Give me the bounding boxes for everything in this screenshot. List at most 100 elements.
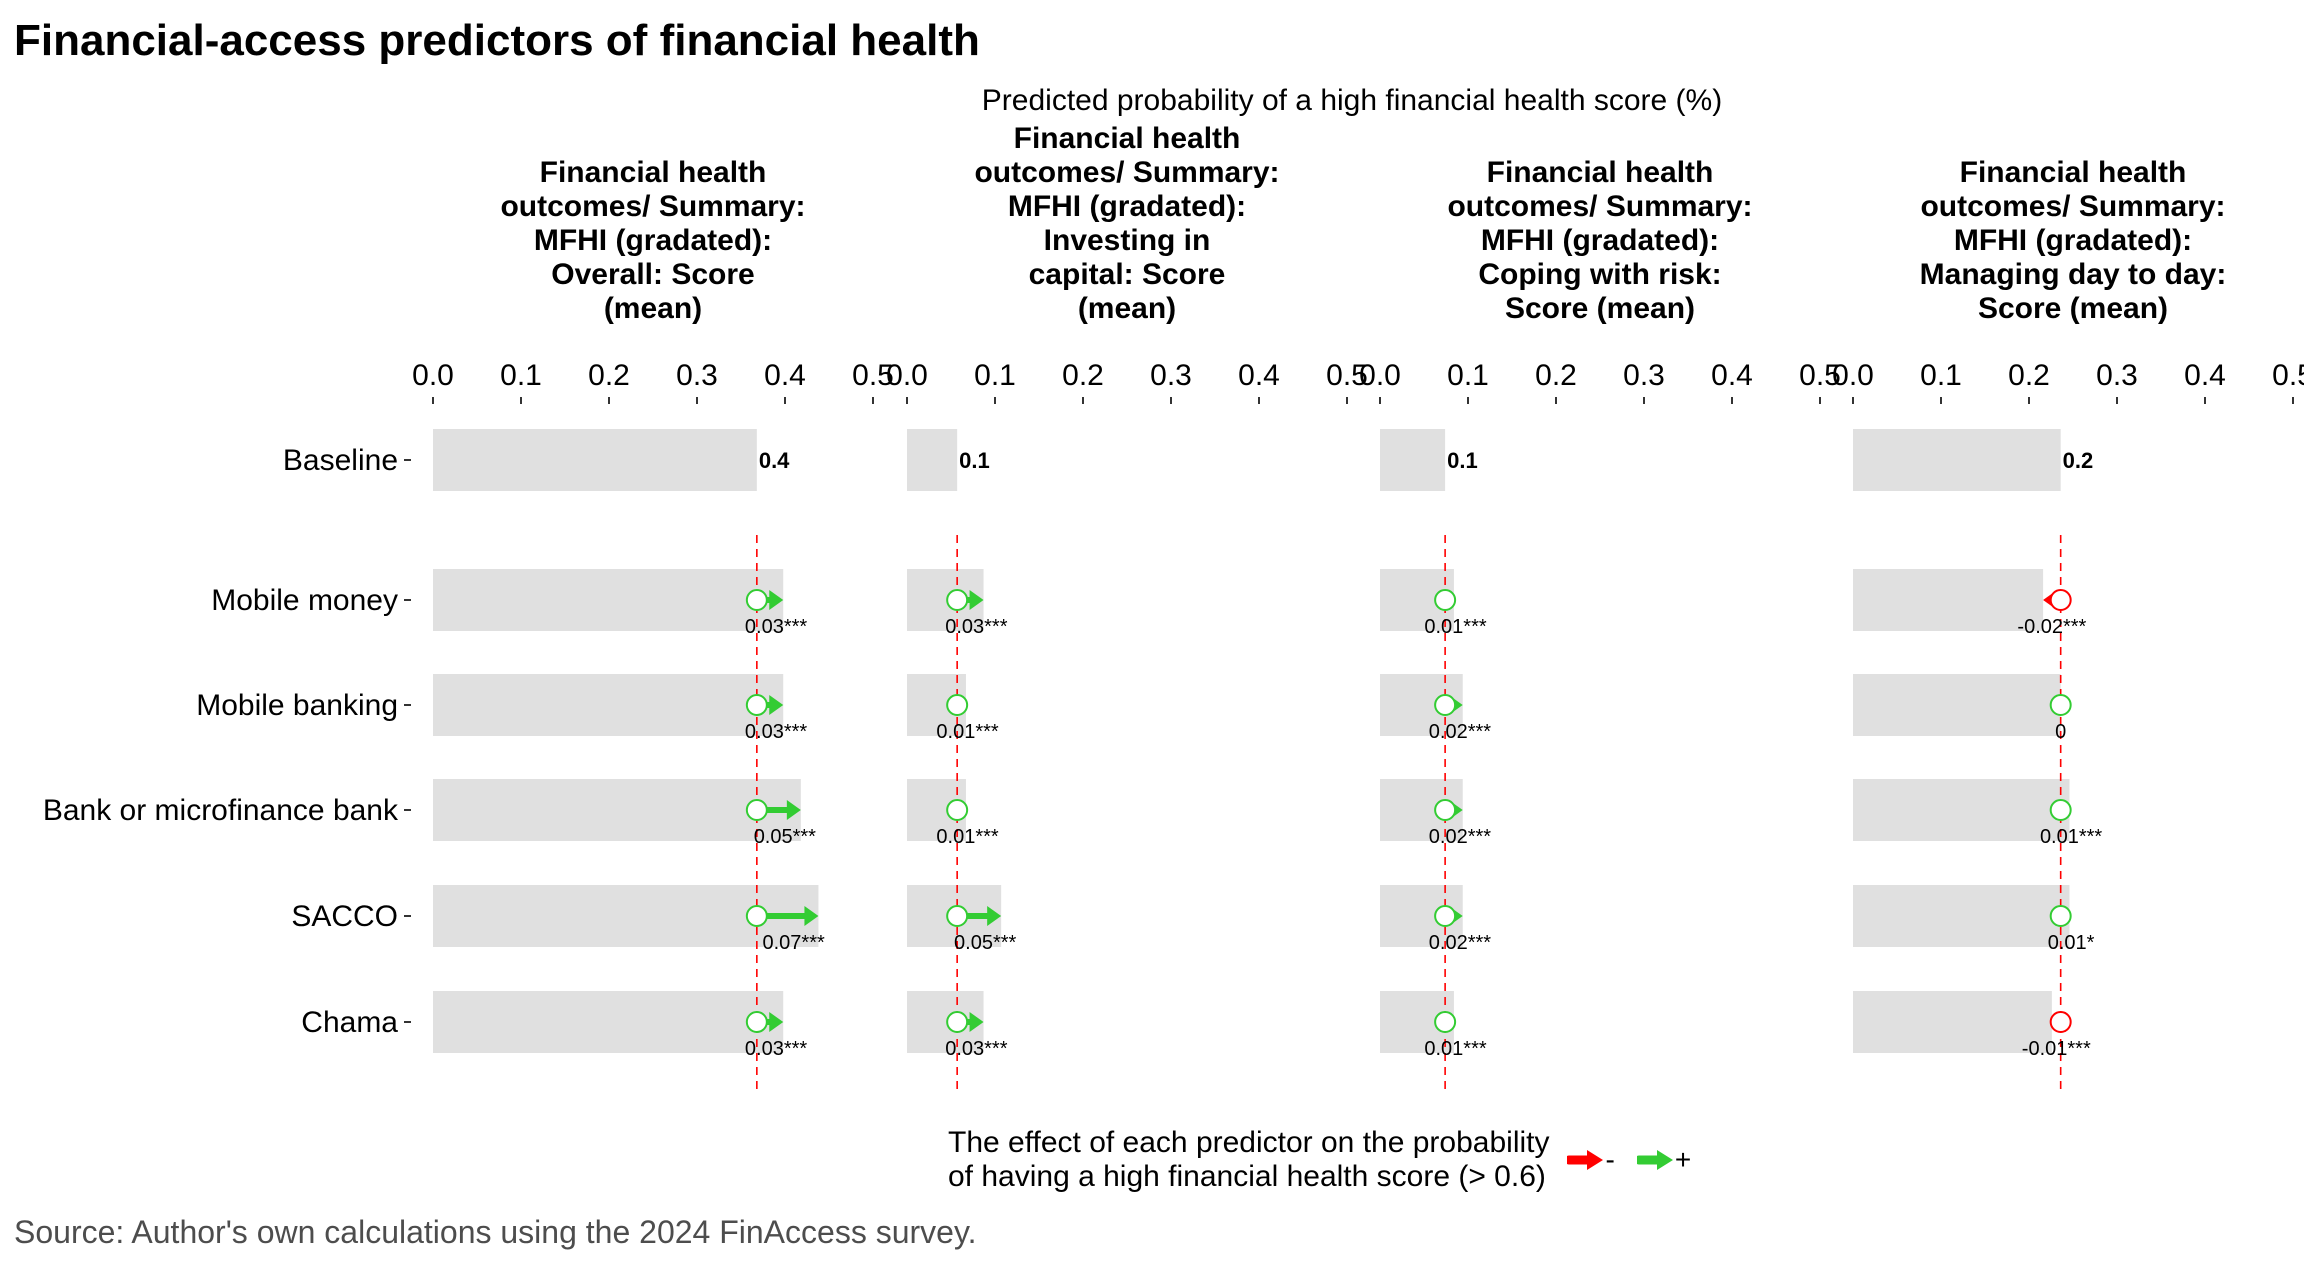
predictor-bar [1853, 779, 2070, 841]
panel-title-line: Financial health [540, 156, 767, 189]
effect-data-label: -0.02*** [2017, 616, 2086, 638]
baseline-bar [907, 429, 958, 491]
x-tick-label: 0.0 [886, 359, 928, 392]
x-tick-label: 0.0 [412, 359, 454, 392]
x-tick-label: 0.2 [1062, 359, 1104, 392]
effect-data-label: 0.01*** [1424, 1038, 1486, 1060]
effect-data-label: 0.01*** [2040, 826, 2102, 848]
predictor-bar [1853, 674, 2061, 736]
effect-arrow-head [769, 590, 784, 610]
baseline-point [2049, 694, 2072, 716]
panel-title-line: MFHI (gradated): [1481, 224, 1719, 257]
baseline-point [2049, 905, 2072, 927]
x-tick-label: 0.5 [2272, 359, 2304, 392]
panel-title-line: Financial health [1487, 156, 1714, 189]
effect-data-label: 0.02*** [1429, 932, 1491, 954]
predictor-bar [1853, 885, 2070, 947]
panel-title-line: outcomes/ Summary: [1920, 190, 2225, 223]
baseline-point [745, 799, 768, 821]
legend-negative-arrow-icon [1567, 1150, 1604, 1170]
effect-arrow-head [969, 590, 984, 610]
effect-data-label: 0.03*** [745, 1038, 807, 1060]
effect-arrow-head [786, 800, 801, 820]
x-tick-label: 0.0 [1832, 359, 1874, 392]
panel-title-line: (mean) [1078, 292, 1176, 325]
baseline-point [2049, 1011, 2072, 1033]
baseline-point [2049, 799, 2072, 821]
x-tick-label: 0.2 [1535, 359, 1577, 392]
effect-arrow-head [769, 695, 784, 715]
baseline-data-label: 0.1 [959, 448, 990, 473]
effect-data-label: 0.03*** [745, 721, 807, 743]
legend-positive-arrow-icon [1636, 1150, 1673, 1170]
baseline-point [1434, 905, 1457, 927]
legend: The effect of each predictor on the prob… [948, 1126, 1691, 1194]
x-tick-label: 0.4 [1238, 359, 1280, 392]
predictor-bar [1853, 569, 2044, 631]
effect-data-label: 0.02*** [1429, 721, 1491, 743]
category-label: Mobile banking [196, 689, 398, 722]
panel-title-line: MFHI (gradated): [534, 224, 772, 257]
x-tick-label: 0.4 [1711, 359, 1753, 392]
baseline-point [745, 905, 768, 927]
effect-arrow-head [804, 906, 819, 926]
baseline-point [946, 799, 969, 821]
x-tick-label: 0.5 [1799, 359, 1841, 392]
baseline-point [946, 589, 969, 611]
effect-data-label: -0.01*** [2022, 1038, 2091, 1060]
chart-supertitle: Predicted probability of a high financia… [981, 84, 1723, 117]
baseline-point [1434, 799, 1457, 821]
x-tick-label: 0.1 [1447, 359, 1489, 392]
x-tick-label: 0.5 [1326, 359, 1368, 392]
x-tick-label: 0.4 [2184, 359, 2226, 392]
baseline-data-label: 0.2 [2063, 448, 2094, 473]
baseline-point [946, 905, 969, 927]
baseline-point [2049, 589, 2072, 611]
panel-title-line: MFHI (gradated): [1954, 224, 2192, 257]
panel-title-line: MFHI (gradated): [1008, 190, 1246, 223]
chart-title: Financial-access predictors of financial… [14, 16, 980, 65]
category-label: Baseline [283, 444, 398, 477]
predictor-bar [433, 569, 784, 631]
effect-data-label: 0.03*** [945, 616, 1007, 638]
category-label: Bank or microfinance bank [43, 794, 399, 827]
predictor-bar [433, 674, 784, 736]
chart-caption: Source: Author's own calculations using … [14, 1214, 977, 1250]
category-label: Chama [301, 1006, 398, 1039]
x-tick-label: 0.1 [974, 359, 1016, 392]
predictor-bar [433, 779, 801, 841]
baseline-bar [1853, 429, 2061, 491]
category-label: Mobile money [211, 584, 398, 617]
baseline-point [1434, 694, 1457, 716]
legend-title-line-1: The effect of each predictor on the prob… [948, 1126, 1550, 1159]
x-tick-label: 0.2 [2008, 359, 2050, 392]
baseline-point [1434, 1011, 1457, 1033]
panel-title-line: Score (mean) [1505, 292, 1695, 325]
legend-title-line-2: of having a high financial health score … [948, 1160, 1546, 1193]
legend-positive-label: + [1674, 1144, 1692, 1175]
x-tick-label: 0.5 [852, 359, 894, 392]
x-tick-label: 0.3 [1623, 359, 1665, 392]
panel-title-line: Financial health [1960, 156, 2187, 189]
legend-title: The effect of each predictor on the prob… [948, 1126, 1549, 1194]
x-tick-label: 0.3 [676, 359, 718, 392]
effect-data-label: 0.02*** [1429, 826, 1491, 848]
baseline-point [745, 1011, 768, 1033]
x-tick-label: 0.4 [764, 359, 806, 392]
baseline-point [946, 1011, 969, 1033]
x-tick-label: 0.3 [1150, 359, 1192, 392]
panel-title-line: Overall: Score [551, 258, 754, 291]
baseline-point [1434, 589, 1457, 611]
effect-arrow-head [769, 1012, 784, 1032]
panel-title-line: outcomes/ Summary: [974, 156, 1279, 189]
effect-data-label: 0.05*** [754, 826, 816, 848]
legend-keys: - + [1567, 1144, 1691, 1176]
panel-title-line: (mean) [604, 292, 702, 325]
effect-arrow-head [969, 1012, 984, 1032]
effect-data-label: 0.01*** [936, 721, 998, 743]
panel-title-line: outcomes/ Summary: [500, 190, 805, 223]
panel-title-line: Investing in [1044, 224, 1211, 257]
effect-data-label: 0.07*** [762, 932, 824, 954]
panel-title-line: Managing day to day: [1920, 258, 2227, 291]
effect-data-label: 0.03*** [745, 616, 807, 638]
